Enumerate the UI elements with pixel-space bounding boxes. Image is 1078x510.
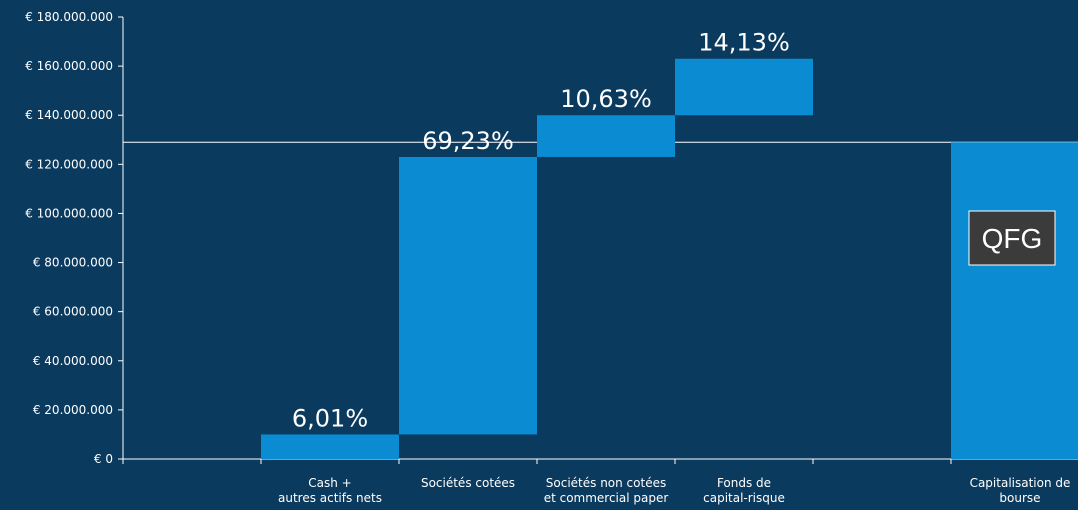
- y-tick-label: € 120.000.000: [25, 157, 113, 171]
- annotation-group: QFG: [968, 210, 1056, 266]
- bar: [675, 58, 813, 116]
- y-tick-label: € 40.000.000: [33, 354, 113, 368]
- qfg-logo-box: [968, 210, 1056, 266]
- category-label: Sociétés cotées: [421, 476, 515, 490]
- category-label: capital-risque: [703, 491, 785, 505]
- y-tick-label: € 100.000.000: [25, 206, 113, 220]
- y-tick-label: € 180.000.000: [25, 10, 113, 24]
- qfg-logo-text: QFG: [982, 223, 1043, 254]
- bar: [951, 142, 1078, 459]
- category-label: autres actifs nets: [278, 491, 382, 505]
- bar: [261, 434, 399, 459]
- qfg-logo: QFG: [968, 210, 1056, 266]
- data-label: 10,63%: [560, 85, 652, 113]
- y-tick-label: € 0: [94, 452, 113, 466]
- data-label: 6,01%: [292, 404, 368, 432]
- y-tick-label: € 140.000.000: [25, 108, 113, 122]
- category-label: Cash +: [308, 476, 351, 490]
- y-tick-label: € 80.000.000: [33, 256, 113, 270]
- category-label: Capitalisation de: [970, 476, 1071, 490]
- y-tick-label: € 160.000.000: [25, 59, 113, 73]
- x-axis: [122, 141, 1078, 464]
- category-label: Sociétés non cotées: [546, 476, 666, 490]
- bars-group: [261, 58, 1078, 459]
- category-labels-group: Cash +autres actifs nets Sociétés cotées S…: [278, 476, 1070, 505]
- category-label: Fonds de: [717, 476, 771, 490]
- bar: [399, 156, 537, 435]
- y-axis: € 0 € 20.000.000 € 40.000.000 € 60.000.000 €…: [25, 10, 124, 466]
- y-tick-label: € 60.000.000: [33, 305, 113, 319]
- category-label: bourse: [999, 491, 1040, 505]
- y-tick-label: € 20.000.000: [33, 403, 113, 417]
- bar: [537, 115, 675, 157]
- data-labels-group: 6,01% 69,23% 10,63% 14,13%: [292, 29, 790, 433]
- data-label: 14,13%: [698, 29, 790, 57]
- category-label: et commercial paper: [544, 491, 669, 505]
- data-label: 69,23%: [422, 127, 514, 155]
